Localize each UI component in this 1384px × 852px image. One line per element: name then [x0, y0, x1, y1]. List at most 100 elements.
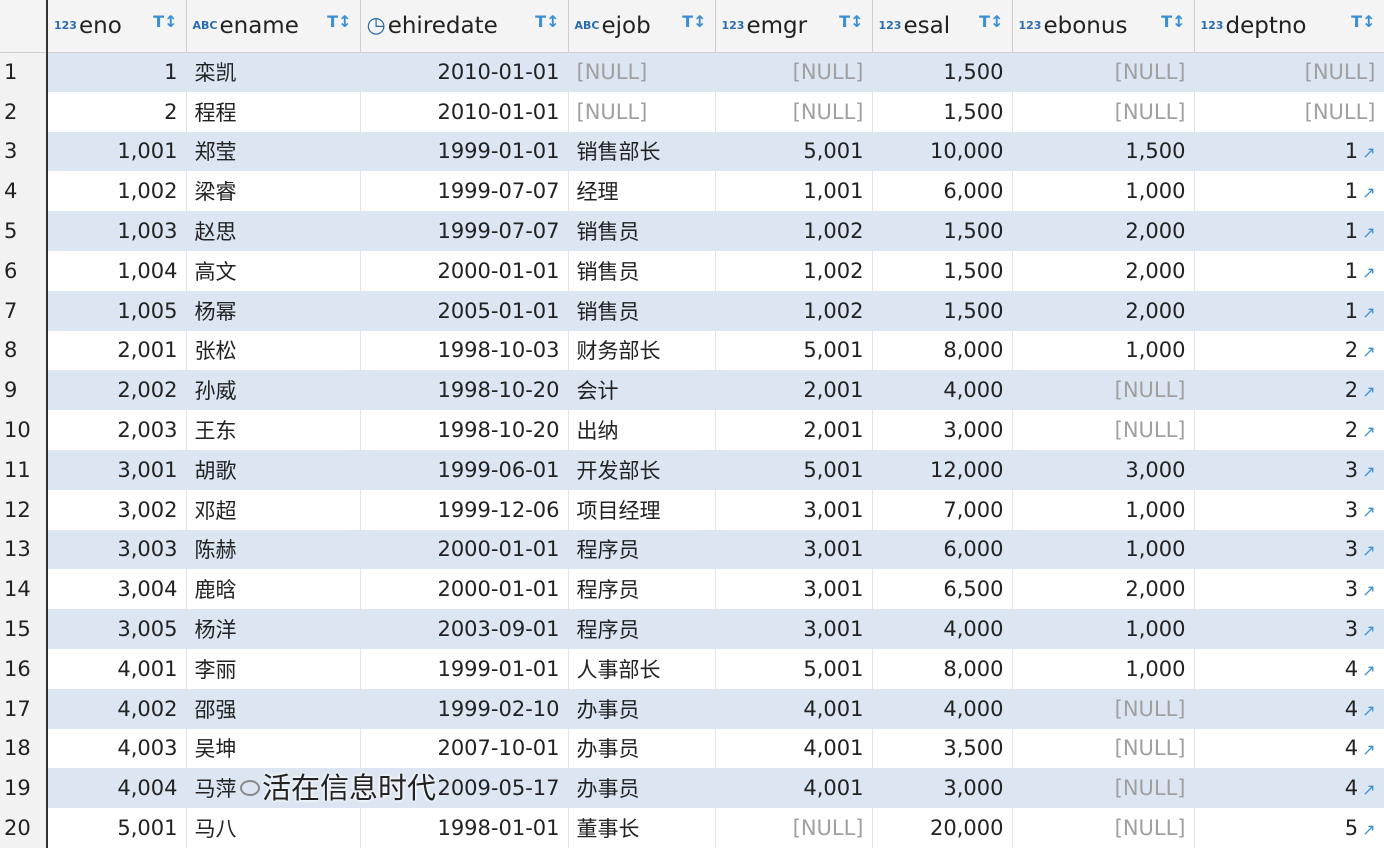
row-number[interactable]: 20	[0, 808, 48, 848]
cell-esal[interactable]: 4,000	[872, 609, 1013, 649]
cell-deptno[interactable]: [NULL]	[1194, 91, 1384, 132]
cell-emgr[interactable]: 5,001	[715, 648, 873, 689]
cell-esal[interactable]: 1,500	[872, 211, 1013, 251]
cell-ehiredate[interactable]: 2010-01-01	[360, 91, 569, 132]
cell-ename[interactable]: 鹿晗	[186, 569, 361, 610]
cell-emgr[interactable]: [NULL]	[715, 91, 873, 132]
cell-ejob[interactable]: 项目经理	[568, 489, 716, 530]
cell-eno[interactable]: 2,002	[47, 370, 187, 411]
cell-deptno[interactable]: 2 ↗	[1194, 330, 1384, 371]
column-header-emgr[interactable]: 123emgr T↕	[715, 0, 873, 53]
cell-emgr[interactable]: 3,001	[715, 569, 873, 610]
cell-ebonus[interactable]: [NULL]	[1012, 410, 1195, 450]
cell-emgr[interactable]: 1,002	[715, 250, 873, 291]
open-reference-icon[interactable]: ↗	[1362, 541, 1376, 561]
cell-emgr[interactable]: 1,002	[715, 290, 873, 331]
table-row[interactable]: 12 3,002 邓超 1999-12-06 项目经理 3,001 7,000 1,000 3 ↗	[0, 489, 1384, 530]
cell-ejob[interactable]: 经理	[568, 171, 716, 212]
cell-deptno[interactable]: 1 ↗	[1194, 211, 1384, 251]
cell-ename[interactable]: 马八	[186, 808, 361, 848]
cell-emgr[interactable]: 5,001	[715, 449, 873, 490]
cell-ejob[interactable]: [NULL]	[568, 91, 716, 132]
cell-deptno[interactable]: 3 ↗	[1194, 449, 1384, 490]
filter-sort-icon[interactable]: T↕	[839, 12, 864, 31]
filter-sort-icon[interactable]: T↕	[153, 12, 178, 31]
cell-ename[interactable]: 马萍	[186, 768, 361, 809]
row-number[interactable]: 6	[0, 250, 48, 291]
cell-esal[interactable]: 1,500	[872, 290, 1013, 331]
filter-sort-icon[interactable]: T↕	[1161, 12, 1186, 31]
cell-ename[interactable]: 郑莹	[186, 131, 361, 172]
open-reference-icon[interactable]: ↗	[1362, 780, 1376, 800]
cell-eno[interactable]: 3,001	[47, 449, 187, 490]
cell-emgr[interactable]: 2,001	[715, 370, 873, 411]
cell-ejob[interactable]: 程序员	[568, 609, 716, 649]
cell-esal[interactable]: 7,000	[872, 489, 1013, 530]
open-reference-icon[interactable]: ↗	[1362, 422, 1376, 442]
row-number[interactable]: 17	[0, 688, 48, 729]
cell-eno[interactable]: 1,003	[47, 211, 187, 251]
row-number[interactable]: 19	[0, 768, 48, 809]
cell-eno[interactable]: 1,001	[47, 131, 187, 172]
cell-ename[interactable]: 王东	[186, 410, 361, 450]
cell-ebonus[interactable]: [NULL]	[1012, 91, 1195, 132]
filter-sort-icon[interactable]: T↕	[1351, 12, 1376, 31]
table-row[interactable]: 6 1,004 高文 2000-01-01 销售员 1,002 1,500 2,000 1 ↗	[0, 250, 1384, 291]
cell-ebonus[interactable]: 3,000	[1012, 449, 1195, 490]
cell-ejob[interactable]: 财务部长	[568, 330, 716, 371]
cell-ebonus[interactable]: 1,000	[1012, 609, 1195, 649]
cell-esal[interactable]: 4,000	[872, 688, 1013, 729]
cell-ebonus[interactable]: 2,000	[1012, 211, 1195, 251]
cell-ejob[interactable]: 开发部长	[568, 449, 716, 490]
table-row[interactable]: 11 3,001 胡歌 1999-06-01 开发部长 5,001 12,000 3,000 3…	[0, 449, 1384, 490]
row-number[interactable]: 14	[0, 569, 48, 610]
cell-eno[interactable]: 1	[47, 52, 187, 92]
cell-ejob[interactable]: 会计	[568, 370, 716, 411]
open-reference-icon[interactable]: ↗	[1362, 660, 1376, 680]
cell-ehiredate[interactable]: 2000-01-01	[360, 529, 569, 570]
table-row[interactable]: 3 1,001 郑莹 1999-01-01 销售部长 5,001 10,000 1,500 1 ↗	[0, 131, 1384, 172]
cell-deptno[interactable]: 4 ↗	[1194, 688, 1384, 729]
cell-ejob[interactable]: 董事长	[568, 808, 716, 848]
cell-ejob[interactable]: 出纳	[568, 410, 716, 450]
row-number[interactable]: 4	[0, 171, 48, 212]
cell-emgr[interactable]: 1,002	[715, 211, 873, 251]
cell-ebonus[interactable]: 1,500	[1012, 131, 1195, 172]
row-number[interactable]: 15	[0, 609, 48, 649]
cell-ehiredate[interactable]: 1998-10-03	[360, 330, 569, 371]
cell-deptno[interactable]: 4 ↗	[1194, 728, 1384, 769]
row-number[interactable]: 18	[0, 728, 48, 769]
cell-eno[interactable]: 1,002	[47, 171, 187, 212]
cell-deptno[interactable]: 2 ↗	[1194, 410, 1384, 450]
table-row[interactable]: 8 2,001 张松 1998-10-03 财务部长 5,001 8,000 1,000 2 ↗	[0, 330, 1384, 371]
row-number[interactable]: 7	[0, 290, 48, 331]
column-header-esal[interactable]: 123esal T↕	[872, 0, 1013, 53]
table-row[interactable]: 20 5,001 马八 1998-01-01 董事长 [NULL] 20,000 [NULL]…	[0, 808, 1384, 848]
cell-ehiredate[interactable]: 1998-10-20	[360, 410, 569, 450]
cell-eno[interactable]: 3,004	[47, 569, 187, 610]
cell-deptno[interactable]: 4 ↗	[1194, 768, 1384, 809]
row-number[interactable]: 16	[0, 648, 48, 689]
cell-ebonus[interactable]: [NULL]	[1012, 370, 1195, 411]
cell-eno[interactable]: 4,002	[47, 688, 187, 729]
open-reference-icon[interactable]: ↗	[1362, 700, 1376, 720]
table-row[interactable]: 13 3,003 陈赫 2000-01-01 程序员 3,001 6,000 1,000 3 ↗	[0, 529, 1384, 570]
cell-ejob[interactable]: 销售员	[568, 250, 716, 291]
table-row[interactable]: 5 1,003 赵思 1999-07-07 销售员 1,002 1,500 2,000 1 ↗	[0, 211, 1384, 251]
table-row[interactable]: 16 4,001 李丽 1999-01-01 人事部长 5,001 8,000 1,000 4 ↗	[0, 648, 1384, 689]
cell-esal[interactable]: 1,500	[872, 91, 1013, 132]
cell-deptno[interactable]: 3 ↗	[1194, 569, 1384, 610]
cell-emgr[interactable]: 1,001	[715, 171, 873, 212]
cell-deptno[interactable]: 1 ↗	[1194, 171, 1384, 212]
cell-emgr[interactable]: 4,001	[715, 768, 873, 809]
cell-emgr[interactable]: [NULL]	[715, 52, 873, 92]
cell-emgr[interactable]: 3,001	[715, 529, 873, 570]
cell-ebonus[interactable]: 1,000	[1012, 330, 1195, 371]
cell-ename[interactable]: 陈赫	[186, 529, 361, 570]
cell-eno[interactable]: 2,003	[47, 410, 187, 450]
cell-eno[interactable]: 2	[47, 91, 187, 132]
column-header-ehiredate[interactable]: ◷ehiredate T↕	[360, 0, 569, 53]
cell-esal[interactable]: 20,000	[872, 808, 1013, 848]
row-number[interactable]: 12	[0, 489, 48, 530]
cell-esal[interactable]: 6,500	[872, 569, 1013, 610]
